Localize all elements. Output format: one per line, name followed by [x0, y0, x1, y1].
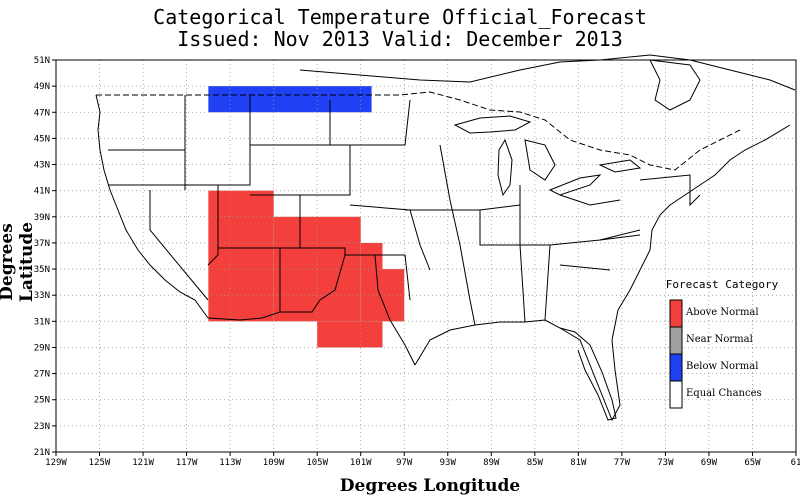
lon-tick-label: 61	[791, 458, 800, 468]
legend-swatch	[669, 326, 683, 355]
lat-tick-label: 21N	[34, 448, 50, 458]
lon-tick-label: 65W	[744, 458, 761, 468]
lon-tick-label: 109W	[263, 458, 285, 468]
lat-tick-label: 25N	[34, 396, 50, 406]
lake-ontario	[598, 159, 642, 173]
lat-tick-label: 39N	[34, 213, 50, 223]
west-coast	[95, 94, 209, 319]
lon-tick-label: 129W	[45, 458, 67, 468]
lat-tick-label: 23N	[34, 422, 50, 432]
x-axis-label: Degrees Longitude	[339, 476, 521, 496]
forecast-region-0	[208, 86, 372, 113]
map-title: Categorical Temperature Official_Forecas…	[153, 5, 647, 29]
legend-label: Near Normal	[686, 334, 753, 345]
lake-superior	[453, 115, 532, 134]
lon-tick-label: 77W	[614, 458, 631, 468]
axis-ticks: 129W 125W 121W 117W 113W 109W 105W 101W 97W 93W 89…	[34, 56, 800, 468]
lat-tick-label: 27N	[34, 370, 50, 380]
lake-michigan	[497, 138, 513, 197]
lon-tick-label: 73W	[657, 458, 674, 468]
florida-peninsula	[559, 327, 617, 421]
lat-tick-label: 45N	[34, 134, 50, 144]
lat-tick-label: 35N	[34, 265, 50, 275]
legend-label: Below Normal	[686, 361, 758, 372]
legend: Forecast Category Above Normal Near Normal…	[666, 278, 779, 409]
lat-tick-label: 29N	[34, 343, 50, 353]
legend-label: Above Normal	[685, 307, 759, 318]
lon-tick-label: 93W	[440, 458, 457, 468]
legend-swatch	[669, 380, 683, 409]
hudson-bay-outline	[649, 59, 701, 111]
lat-tick-label: 47N	[34, 108, 50, 118]
lat-tick-label: 33N	[34, 291, 50, 301]
lon-tick-label: 81W	[570, 458, 587, 468]
lon-tick-label: 125W	[89, 458, 111, 468]
basemap-outlines	[95, 54, 796, 422]
forecast-region-5	[317, 321, 383, 348]
gulf-coast	[414, 309, 621, 422]
lat-tick-label: 41N	[34, 187, 50, 197]
lake-huron	[524, 139, 556, 181]
map-frame	[55, 59, 797, 453]
lon-tick-label: 85W	[527, 458, 544, 468]
us-mexico-border	[207, 254, 416, 366]
lon-tick-label: 105W	[306, 458, 328, 468]
legend-label: Equal Chances	[686, 388, 762, 399]
legend-swatch	[669, 299, 683, 328]
lat-tick-label: 43N	[34, 161, 50, 171]
state-boundaries	[108, 95, 701, 326]
us-canada-border	[96, 91, 741, 171]
lake-erie	[548, 174, 602, 196]
lat-tick-label: 37N	[34, 239, 50, 249]
legend-swatch	[669, 353, 683, 382]
legend-title: Forecast Category	[666, 278, 779, 291]
forecast-regions	[208, 86, 405, 348]
forecast-region-1	[208, 190, 274, 322]
lon-tick-label: 69W	[701, 458, 718, 468]
lon-tick-label: 89W	[483, 458, 500, 468]
lon-tick-label: 101W	[350, 458, 372, 468]
lon-tick-label: 97W	[396, 458, 413, 468]
forecast-region-3	[360, 242, 383, 322]
forecast-region-4	[382, 269, 405, 322]
grid-lines	[56, 60, 796, 452]
lat-tick-label: 51N	[34, 56, 50, 66]
lon-tick-label: 113W	[219, 458, 241, 468]
lat-tick-label: 49N	[34, 82, 50, 92]
lon-tick-label: 121W	[132, 458, 154, 468]
lon-tick-label: 117W	[176, 458, 198, 468]
east-coast	[617, 124, 791, 311]
map-subtitle: Issued: Nov 2013 Valid: December 2013	[177, 27, 623, 51]
lat-tick-label: 31N	[34, 317, 50, 327]
canada-north-coast	[299, 54, 796, 91]
